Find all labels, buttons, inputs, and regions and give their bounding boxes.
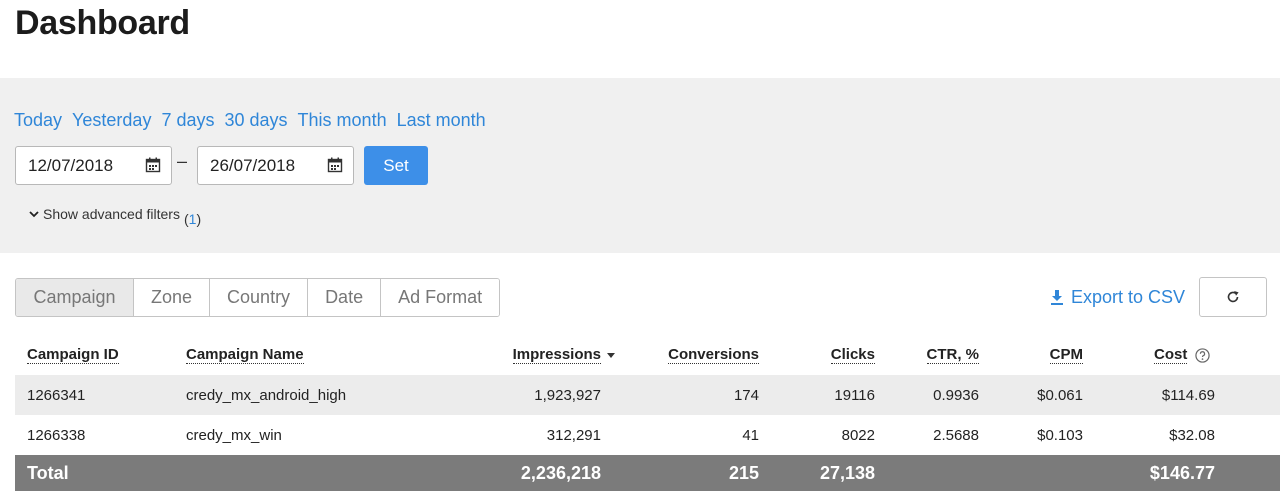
cell-campaign-name: credy_mx_android_high [186,386,347,404]
table-total-row: Total 2,236,218 215 27,138 $146.77 [15,455,1280,491]
tab-country[interactable]: Country [209,279,308,316]
calendar-icon[interactable] [327,157,343,173]
set-date-range-button[interactable]: Set [364,146,428,185]
column-header-label: CPM [1049,346,1083,364]
tab-zone[interactable]: Zone [133,279,210,316]
chevron-down-icon [29,211,39,218]
table-row: 1266341 credy_mx_android_high 1,923,927 … [15,375,1280,415]
cell-campaign-id: 1266341 [27,386,86,404]
advanced-filters-label: Show advanced filters [43,206,180,222]
quick-range-links: Today Yesterday 7 days 30 days This mont… [14,110,486,131]
advanced-filters-count-open: ( [183,211,189,227]
cell-cost: $114.69 [1161,386,1215,404]
date-from-input[interactable]: 12/07/2018 [15,146,172,185]
date-range-separator: – [177,151,188,171]
range-this-month-link[interactable]: This month [297,110,387,130]
cell-campaign-id: 1266338 [27,426,86,444]
total-label: Total [27,462,69,483]
cell-campaign-name: credy_mx_win [186,426,282,444]
total-conversions: 215 [728,462,759,483]
table-header-row: Campaign ID Campaign Name Impressions Co… [15,336,1280,375]
cell-impressions: 312,291 [546,426,601,444]
sort-desc-icon [607,353,615,358]
date-to-input[interactable]: 26/07/2018 [197,146,354,185]
page-title: Dashboard [15,4,190,42]
range-last-month-link[interactable]: Last month [396,110,486,130]
tab-ad-format[interactable]: Ad Format [380,279,500,316]
column-header-label: CTR, % [926,346,979,364]
stats-table: Campaign ID Campaign Name Impressions Co… [15,336,1280,491]
tab-date[interactable]: Date [307,279,381,316]
range-today-link[interactable]: Today [14,110,63,130]
export-csv-link[interactable]: Export to CSV [1050,287,1185,308]
total-cost: $146.77 [1149,462,1215,483]
column-header-campaign-id[interactable]: Campaign ID [27,336,119,375]
cell-ctr: 2.5688 [933,426,979,444]
cell-conversions: 174 [733,386,759,404]
advanced-filters-count-value: 1 [188,211,197,227]
cell-cost: $32.08 [1169,426,1215,444]
cell-cpm: $0.061 [1037,386,1083,404]
tab-campaign[interactable]: Campaign [16,279,133,316]
cell-clicks: 19116 [834,386,875,404]
refresh-button[interactable] [1199,277,1267,317]
advanced-filters-toggle[interactable]: Show advanced filters (1) [28,206,201,227]
cell-ctr: 0.9936 [933,386,979,404]
table-row: 1266338 credy_mx_win 312,291 41 8022 2.5… [15,415,1280,455]
column-header-cpm[interactable]: CPM [1049,336,1083,375]
column-header-label: Conversions [668,346,759,364]
column-header-label: Cost [1154,346,1188,364]
export-csv-label: Export to CSV [1071,287,1186,307]
column-header-conversions[interactable]: Conversions [668,336,759,375]
column-header-label: Impressions [512,346,601,364]
column-header-label: Campaign ID [27,346,119,364]
advanced-filters-count: (1) [184,211,201,227]
column-header-label: Campaign Name [186,346,304,364]
range-30-days-link[interactable]: 30 days [224,110,288,130]
range-yesterday-link[interactable]: Yesterday [72,110,152,130]
date-from-value: 12/07/2018 [28,156,114,175]
cell-cpm: $0.103 [1037,426,1083,444]
total-impressions: 2,236,218 [520,462,601,483]
cell-conversions: 41 [742,426,759,444]
total-clicks: 27,138 [819,462,875,483]
column-header-campaign-name[interactable]: Campaign Name [186,336,304,375]
cell-clicks: 8022 [841,426,875,444]
column-header-ctr[interactable]: CTR, % [926,336,979,375]
column-header-clicks[interactable]: Clicks [830,336,875,375]
download-icon [1051,290,1063,305]
calendar-icon[interactable] [145,157,161,173]
filter-panel: Today Yesterday 7 days 30 days This mont… [0,78,1280,253]
group-by-tabs: Campaign Zone Country Date Ad Format [15,278,501,317]
range-7-days-link[interactable]: 7 days [161,110,215,130]
refresh-icon [1227,291,1239,303]
column-header-cost[interactable]: Cost [1154,336,1211,375]
column-header-impressions[interactable]: Impressions [512,336,615,375]
column-header-label: Clicks [830,346,875,364]
help-circle-icon[interactable] [1195,348,1211,363]
date-to-value: 26/07/2018 [210,156,296,175]
advanced-filters-count-close: ) [196,211,202,227]
cell-impressions: 1,923,927 [534,386,601,404]
